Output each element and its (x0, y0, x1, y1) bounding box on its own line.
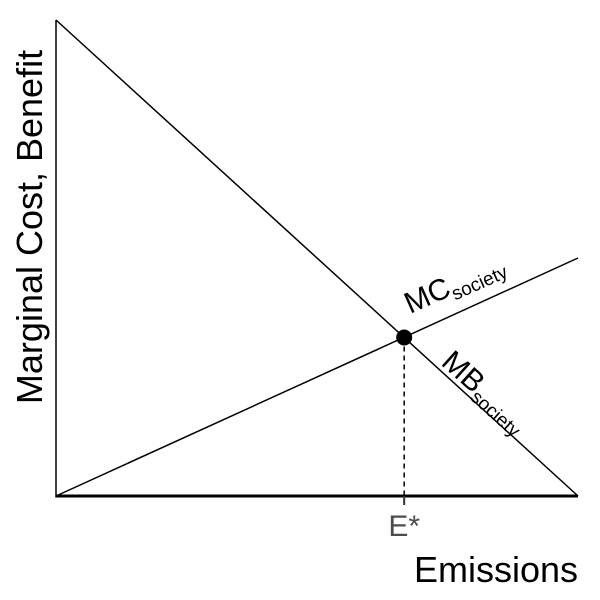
equilibrium-point (396, 329, 413, 346)
mc-curve-label: MCsociety (399, 247, 511, 324)
mb-curve-label: MBsociety (433, 345, 536, 443)
mb-curve (55, 19, 579, 497)
mc-curve-label-main: MC (399, 271, 455, 320)
x-axis-title: Emissions (414, 549, 578, 590)
mc-curve (55, 257, 579, 497)
mc-curve-label-subscript: society (449, 262, 512, 305)
mb-curve-label-subscript: society (466, 387, 524, 443)
y-axis-title: Marginal Cost, Benefit (9, 50, 50, 404)
x-tick-label: E* (388, 510, 420, 543)
